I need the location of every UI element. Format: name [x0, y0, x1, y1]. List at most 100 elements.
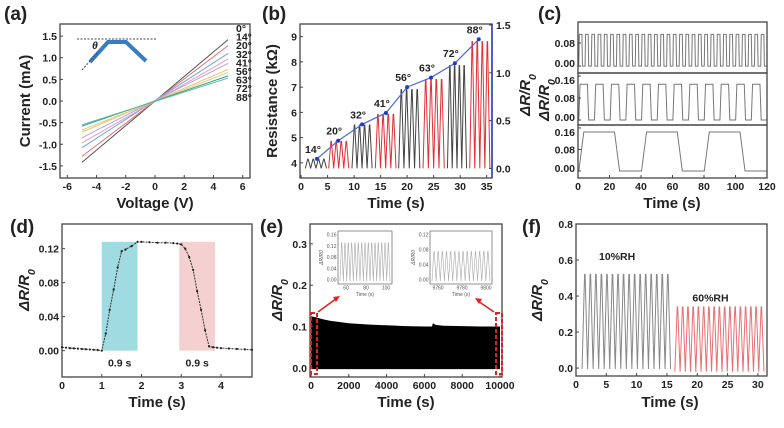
- y-tick-label: 0.00: [555, 112, 576, 124]
- y-axis-title-text: ΔR/R0: [16, 269, 38, 312]
- inset-y-tick-label: 0.16: [327, 233, 337, 239]
- x-tick-label: 6: [240, 181, 246, 193]
- inset-x-tick-label: 9800: [480, 286, 491, 292]
- data-point: [203, 329, 207, 332]
- y-axis-title: ΔR/R0: [536, 79, 558, 122]
- y-tick-label: 0.4: [558, 291, 573, 303]
- inset-waveform: [339, 242, 391, 282]
- subplot-waveform: [578, 83, 767, 121]
- data-point: [96, 349, 99, 352]
- fall-time-region: [179, 241, 216, 351]
- data-point: [112, 288, 115, 291]
- panel-label: (d): [10, 217, 34, 238]
- legend-entry: 56°: [236, 66, 252, 78]
- data-point: [200, 308, 203, 311]
- y-tick-label: 9: [291, 32, 297, 44]
- inset-angle-symbol: θ: [92, 40, 98, 52]
- resistance-segment: [446, 65, 468, 169]
- x-tick-label: 1: [99, 380, 105, 392]
- x-tick-label: 8000: [451, 380, 475, 392]
- angle-label: 72°: [443, 48, 459, 60]
- data-point: [219, 347, 223, 350]
- x-tick-label: 0: [152, 181, 158, 193]
- panel-label: (f): [522, 217, 541, 238]
- x-tick-label: 25: [428, 181, 440, 193]
- x-tick-label: 120: [758, 181, 776, 193]
- y-tick-label: 0.00: [555, 58, 576, 70]
- y-tick-label: 8: [291, 57, 297, 69]
- x-tick-label: 5: [603, 379, 609, 391]
- x-tick-label: 4000: [375, 380, 399, 392]
- x-tick-label: 4: [218, 380, 224, 392]
- inset-y-tick-label: 0.08: [327, 255, 337, 261]
- data-point: [250, 348, 254, 351]
- start-arrow-head: [333, 296, 340, 302]
- response-line: [316, 38, 480, 160]
- x-tick-label: 15: [375, 181, 387, 193]
- inset-frame: [429, 230, 493, 285]
- x-tick-label: 4: [211, 181, 217, 193]
- x-tick-label: 10: [348, 181, 360, 193]
- data-point: [124, 248, 127, 251]
- x-tick-label: 30: [752, 379, 764, 391]
- data-point: [188, 256, 191, 259]
- legend-entry: 14°: [236, 32, 252, 44]
- x-axis-title: Voltage (V): [116, 195, 193, 212]
- x-tick-label: -6: [63, 181, 72, 193]
- resistance-segment: [374, 113, 397, 169]
- y-tick-label: 0.3: [292, 239, 307, 251]
- response-point: [452, 61, 457, 66]
- data-point: [180, 243, 183, 246]
- x-tick-label: 20: [401, 181, 413, 193]
- y-axis-title: ΔR/R0: [529, 279, 551, 322]
- rise-time-region: [101, 241, 138, 351]
- x-tick-label: 5: [325, 181, 331, 193]
- data-point: [172, 242, 175, 245]
- fall-time-region-label: 0.9 s: [185, 358, 209, 370]
- x-tick-label: 40: [635, 181, 647, 193]
- inset-x-axis-title: Time (s): [452, 292, 470, 298]
- x-tick-label: 25: [722, 379, 734, 391]
- inset-y-tick-label: 0.08: [419, 248, 429, 254]
- response-point: [405, 85, 410, 90]
- response-point: [383, 110, 388, 115]
- right-axis-title-text: ΔR/R0: [517, 74, 539, 117]
- y-tick-label: 5: [291, 133, 297, 145]
- inset-x-tick-label: 80: [363, 286, 369, 292]
- x-tick-label: 0: [308, 380, 314, 392]
- response-point: [314, 156, 319, 161]
- y-tick-label: 0.1: [292, 322, 307, 334]
- data-point: [164, 241, 167, 244]
- panel-label: (a): [4, 4, 27, 25]
- data-point: [88, 348, 91, 351]
- y-tick-label: 0.08: [39, 278, 60, 290]
- x-tick-label: 20: [691, 379, 703, 391]
- y-axis-title: Resistance (kΩ): [264, 44, 281, 158]
- legend-entry: 88°: [236, 92, 252, 104]
- right-tick-label: 0.5: [496, 116, 511, 128]
- x-tick-label: 3: [178, 380, 184, 392]
- y-tick-label: 0.08: [555, 38, 576, 50]
- y-axis-title: Current (mA): [17, 55, 34, 148]
- data-point: [184, 247, 187, 250]
- series-label-10rh: 10%RH: [599, 251, 635, 263]
- x-tick-label: 60: [667, 181, 679, 193]
- data-point: [227, 347, 231, 350]
- x-tick-label: 0: [298, 181, 304, 193]
- y-tick-label: 0.12: [39, 244, 60, 256]
- series-waveform: [674, 306, 765, 372]
- x-axis-title: Time (s): [128, 394, 185, 411]
- data-point: [156, 241, 159, 244]
- legend-entry: 41°: [236, 57, 252, 69]
- inset-frame: [337, 230, 393, 285]
- data-point: [192, 268, 195, 271]
- y-tick-label: 0.00: [555, 163, 576, 175]
- x-tick-label: 2000: [337, 380, 361, 392]
- y-tick-label: 0.2: [558, 327, 573, 339]
- inset-waveform: [431, 251, 491, 282]
- inset-y-axis-title: ΔR/R0: [319, 250, 325, 266]
- response-point: [476, 37, 481, 42]
- data-point: [243, 348, 246, 351]
- y-tick-label: 1.5: [42, 31, 57, 43]
